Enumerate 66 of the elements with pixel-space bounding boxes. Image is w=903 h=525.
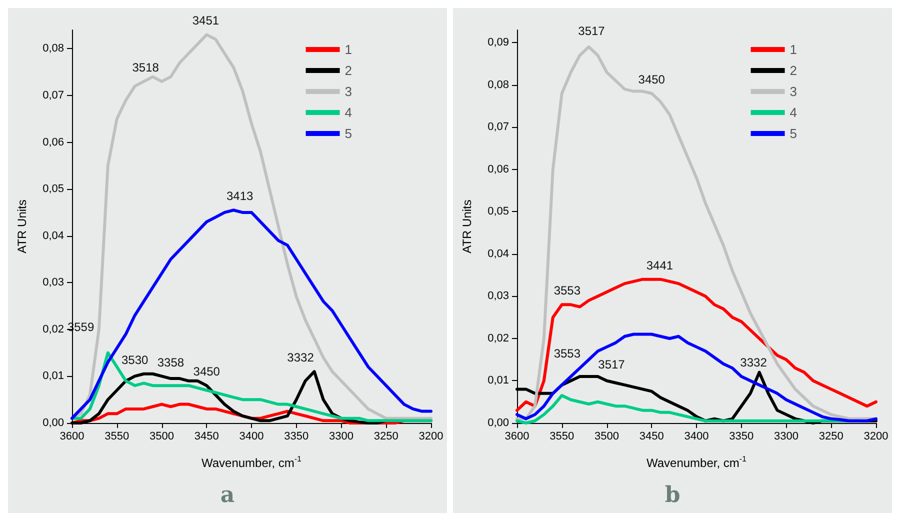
- x-tick-label: 3400: [239, 430, 264, 442]
- text: a: [220, 482, 235, 508]
- y-tick-label: 0,03: [488, 290, 509, 302]
- annotation: 3358: [157, 355, 184, 370]
- y-axis-title: ATR Units: [15, 200, 29, 254]
- x-tick-label: 3400: [684, 430, 709, 442]
- y-tick-label: 0,00: [488, 417, 509, 429]
- y-tick-label: 0,04: [42, 230, 64, 242]
- x-tick-label: 3600: [60, 430, 84, 442]
- y-tick-label: 0,09: [488, 36, 509, 49]
- annotation: 3517: [578, 24, 606, 38]
- annotation: 3553: [554, 346, 581, 361]
- x-tick-label: 3500: [594, 430, 619, 442]
- x-tick-label: 3600: [504, 430, 530, 442]
- legend-label: 5: [344, 126, 352, 141]
- x-tick-label: 3450: [194, 430, 219, 442]
- y-tick-label: 0,06: [42, 136, 64, 148]
- x-tick-label: 3250: [374, 430, 398, 442]
- y-tick-label: 0,03: [42, 276, 64, 289]
- annotation: 3530: [121, 352, 148, 367]
- x-tick-label: 3250: [818, 430, 844, 442]
- y-tick-label: 0,01: [42, 370, 64, 382]
- annotation: 3450: [193, 364, 220, 379]
- y-tick-label: 0,00: [42, 417, 64, 429]
- line-series: [516, 278, 878, 412]
- legend-label: 2: [790, 63, 798, 78]
- annotation: 3450: [638, 72, 666, 86]
- y-tick-label: 0,08: [488, 78, 509, 91]
- x-tick-label: 3550: [104, 430, 130, 442]
- legend-label: 3: [790, 84, 798, 99]
- legend-label: 5: [790, 126, 798, 141]
- annotation: 3413: [226, 189, 254, 204]
- annotation: 3517: [598, 357, 626, 372]
- legend-label: 1: [790, 42, 798, 57]
- y-tick-label: 0,08: [42, 42, 64, 55]
- annotation: 3553: [554, 284, 581, 298]
- x-tick-label: 3350: [284, 430, 309, 442]
- x-tick-label: 3500: [150, 430, 174, 442]
- legend-label: 4: [344, 105, 352, 120]
- x-tick-label: 3350: [729, 430, 754, 442]
- text: b: [664, 482, 680, 508]
- x-tick-label: 3300: [329, 430, 354, 442]
- x-tick-label: 3200: [864, 430, 888, 442]
- y-tick-label: 0,07: [42, 90, 64, 102]
- annotation: 3451: [192, 14, 220, 28]
- y-tick-label: 0,04: [488, 248, 509, 260]
- x-tick-label: 3450: [639, 430, 664, 442]
- x-tick-label: 3300: [774, 430, 798, 442]
- annotation: 3332: [740, 355, 768, 370]
- y-tick-label: 0,02: [488, 332, 509, 344]
- y-tick-label: 0,05: [42, 183, 64, 196]
- y-tick-label: 0,01: [488, 374, 509, 387]
- annotation: 3332: [287, 350, 314, 365]
- y-axis-title: ATR Units: [460, 200, 474, 254]
- y-tick-label: 0,07: [488, 121, 509, 134]
- annotation: 3441: [646, 258, 674, 272]
- x-tick-label: 3550: [550, 430, 574, 442]
- y-tick-label: 0,02: [42, 323, 64, 336]
- legend-label: 3: [344, 84, 352, 99]
- y-tick-label: 0,06: [488, 163, 509, 176]
- y-tick-label: 0,05: [488, 206, 509, 218]
- legend-label: 2: [344, 63, 352, 78]
- annotation: 3518: [132, 60, 160, 74]
- x-tick-label: 3200: [418, 430, 444, 442]
- legend-label: 1: [344, 42, 352, 57]
- legend-label: 4: [790, 105, 798, 120]
